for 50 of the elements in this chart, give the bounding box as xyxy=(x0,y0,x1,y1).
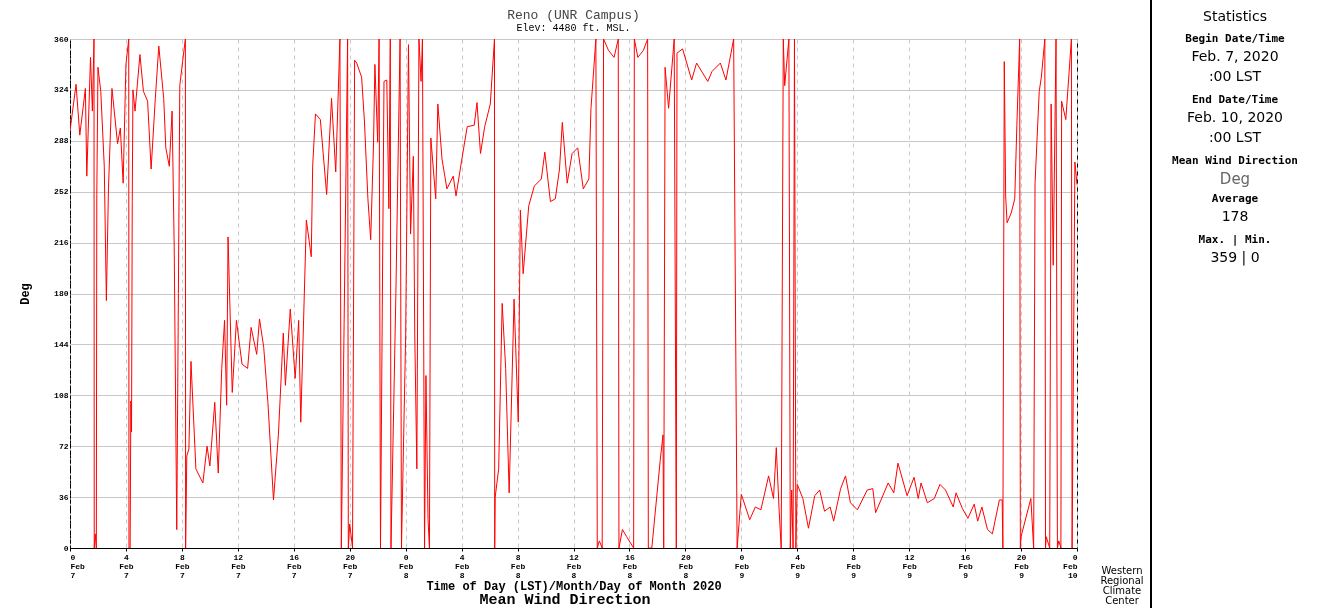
text: Feb. 7, 2020 xyxy=(1190,48,1280,64)
x-tick-label: 0 Feb 8 xyxy=(398,552,414,580)
chart-subtitle: Elev: 4480 ft. MSL. xyxy=(516,23,631,34)
y-tick-label: 252 xyxy=(54,187,69,197)
x-axis-title: Time of Day (LST)/Month/Day of Month 2020 xyxy=(426,579,722,594)
text: :00 LST xyxy=(1207,129,1263,145)
x-tick-label: 8 Feb 8 xyxy=(510,552,526,580)
x-tick-label: 12 Feb 8 xyxy=(566,552,582,580)
x-tick-label: 16 Feb 7 xyxy=(287,552,302,580)
y-tick-label: 144 xyxy=(54,339,69,349)
text: End Date/Time xyxy=(1190,93,1280,106)
x-tick-label: 12 Feb 9 xyxy=(902,552,918,580)
text: Mean Wind Direction xyxy=(1171,154,1299,167)
x-tick-label: 8 Feb 7 xyxy=(175,552,190,580)
x-tick-label: 8 Feb 9 xyxy=(846,552,862,580)
x-tick-label: 4 Feb 8 xyxy=(454,552,470,580)
y-tick-label: 36 xyxy=(58,492,69,502)
text: Average xyxy=(1210,192,1260,205)
text: Feb. 10, 2020 xyxy=(1186,109,1284,125)
text: 178 xyxy=(1220,208,1250,224)
y-tick-label: 288 xyxy=(54,136,69,146)
y-tick-label: 108 xyxy=(54,390,69,400)
x-tick-label: 20 Feb 9 xyxy=(1014,552,1029,580)
line-series xyxy=(70,39,1077,548)
text: Deg xyxy=(1218,170,1252,188)
text: Western Regional Climate Center xyxy=(1099,565,1145,606)
x-tick-label: 16 Feb 9 xyxy=(958,552,974,580)
x-tick-label: 0 Feb 10 xyxy=(1063,552,1078,580)
y-tick-label: 72 xyxy=(58,441,69,451)
text: 359 | 0 xyxy=(1209,249,1261,265)
y-tick-label: 180 xyxy=(54,289,69,298)
x-tick-label: 12 Feb 7 xyxy=(231,552,246,580)
text: :00 LST xyxy=(1207,68,1263,84)
x-tick-label: 16 Feb 8 xyxy=(622,552,638,580)
x-tick-label: 0 Feb 9 xyxy=(734,552,750,580)
chart-title: Reno (UNR Campus) xyxy=(507,8,640,23)
text: Max. | Min. xyxy=(1197,233,1273,246)
x-tick-label: 20 Feb 7 xyxy=(343,552,358,580)
text: Statistics xyxy=(1202,8,1268,24)
x-tick-label: 20 Feb 8 xyxy=(678,552,694,580)
y-tick-label: 0 xyxy=(63,543,69,553)
x-tick-label: 4 Feb 7 xyxy=(119,552,134,580)
text: Mean Wind Direction xyxy=(478,592,652,609)
y-tick-label: 324 xyxy=(54,85,69,95)
text: Begin Date/Time xyxy=(1184,32,1286,45)
x-tick-label: 0 Feb 7 xyxy=(70,552,86,580)
x-tick-label: 4 Feb 9 xyxy=(790,552,806,580)
y-axis-title: Deg xyxy=(19,283,34,305)
y-tick-label: 216 xyxy=(54,238,69,248)
y-tick-label: 360 xyxy=(54,34,69,44)
